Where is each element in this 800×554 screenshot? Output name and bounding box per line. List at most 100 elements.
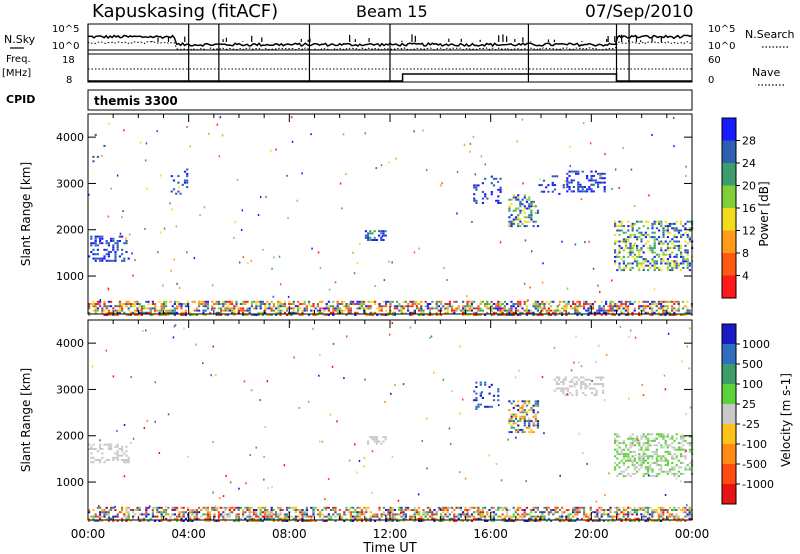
data-cell (281, 309, 284, 312)
data-cell (689, 406, 692, 409)
data-cell (332, 309, 335, 312)
data-cell (294, 509, 297, 511)
data-cell (103, 255, 106, 258)
data-cell (574, 509, 577, 511)
data-cell (477, 314, 480, 316)
data-cell (640, 231, 643, 234)
data-cell (360, 307, 363, 310)
data-cell (147, 307, 150, 310)
data-cell (390, 392, 392, 395)
data-cell (633, 450, 636, 453)
data-cell (136, 303, 139, 305)
data-cell (563, 511, 566, 514)
data-cell (125, 511, 128, 514)
data-cell (246, 515, 249, 518)
data-cell (558, 378, 561, 381)
data-cell (198, 511, 201, 514)
data-cell (204, 305, 207, 308)
data-cell (411, 300, 414, 303)
data-cell (600, 307, 603, 310)
data-cell (618, 453, 621, 456)
data-cell (547, 307, 550, 310)
colorbar-segment (722, 364, 736, 384)
data-cell (517, 509, 520, 511)
data-cell (633, 506, 636, 509)
data-cell (222, 495, 225, 498)
data-cell (543, 511, 546, 514)
data-cell (563, 307, 566, 310)
data-cell (530, 520, 533, 522)
data-cell (94, 307, 97, 310)
data-cell (528, 424, 531, 427)
data-cell (675, 314, 678, 316)
data-cell (118, 305, 121, 308)
data-cell (651, 260, 654, 263)
data-cell (618, 517, 621, 520)
data-cell (409, 509, 412, 511)
data-cell (388, 333, 391, 336)
data-cell (519, 300, 522, 303)
data-cell (603, 186, 606, 188)
data-cell (562, 389, 565, 392)
data-cell (195, 513, 198, 516)
data-cell (647, 227, 650, 230)
data-cell (470, 303, 473, 305)
data-cell (675, 437, 678, 440)
data-cell (145, 142, 148, 145)
data-cell (620, 229, 623, 232)
data-cell (101, 235, 104, 238)
data-cell (475, 397, 478, 399)
data-cell (270, 515, 273, 518)
data-cell (163, 227, 166, 230)
data-cell (523, 220, 526, 223)
data-cell (422, 314, 425, 316)
data-cell (290, 303, 293, 305)
data-cell (525, 420, 529, 423)
data-cell (426, 506, 429, 509)
power-colorbar-label: Power [dB] (757, 181, 771, 246)
data-cell (382, 511, 385, 514)
data-cell (603, 190, 606, 193)
data-cell (391, 455, 394, 458)
data-cell (101, 237, 104, 240)
data-cell (435, 300, 438, 303)
data-cell (367, 234, 370, 237)
data-cell (688, 513, 691, 516)
data-cell (541, 307, 544, 310)
data-cell (673, 236, 676, 239)
data-cell (336, 513, 339, 516)
data-cell (158, 452, 161, 454)
data-cell (398, 309, 401, 312)
data-cell (446, 311, 449, 314)
data-cell (94, 520, 97, 522)
data-cell (638, 227, 641, 230)
data-cell (584, 385, 587, 388)
data-cell (382, 314, 385, 316)
data-cell (365, 314, 368, 316)
data-cell (550, 509, 553, 511)
data-cell (495, 177, 498, 180)
data-cell (235, 517, 238, 520)
data-cell (319, 513, 322, 516)
data-cell (228, 309, 231, 312)
data-cell (624, 513, 627, 516)
data-cell (129, 509, 132, 511)
data-cell (451, 305, 454, 308)
data-cell (602, 509, 605, 511)
data-cell (666, 511, 669, 514)
data-cell (660, 506, 663, 509)
data-cell (660, 433, 663, 436)
data-cell (415, 307, 418, 310)
data-cell (156, 511, 159, 514)
data-cell (580, 198, 583, 201)
data-cell (490, 309, 493, 312)
data-cell (572, 307, 575, 310)
data-cell (171, 506, 174, 509)
data-cell (266, 300, 269, 303)
data-cell (352, 303, 355, 305)
data-cell (354, 311, 357, 314)
data-cell (631, 314, 634, 316)
data-cell (530, 515, 533, 518)
data-cell (655, 461, 658, 464)
data-cell (631, 509, 634, 511)
